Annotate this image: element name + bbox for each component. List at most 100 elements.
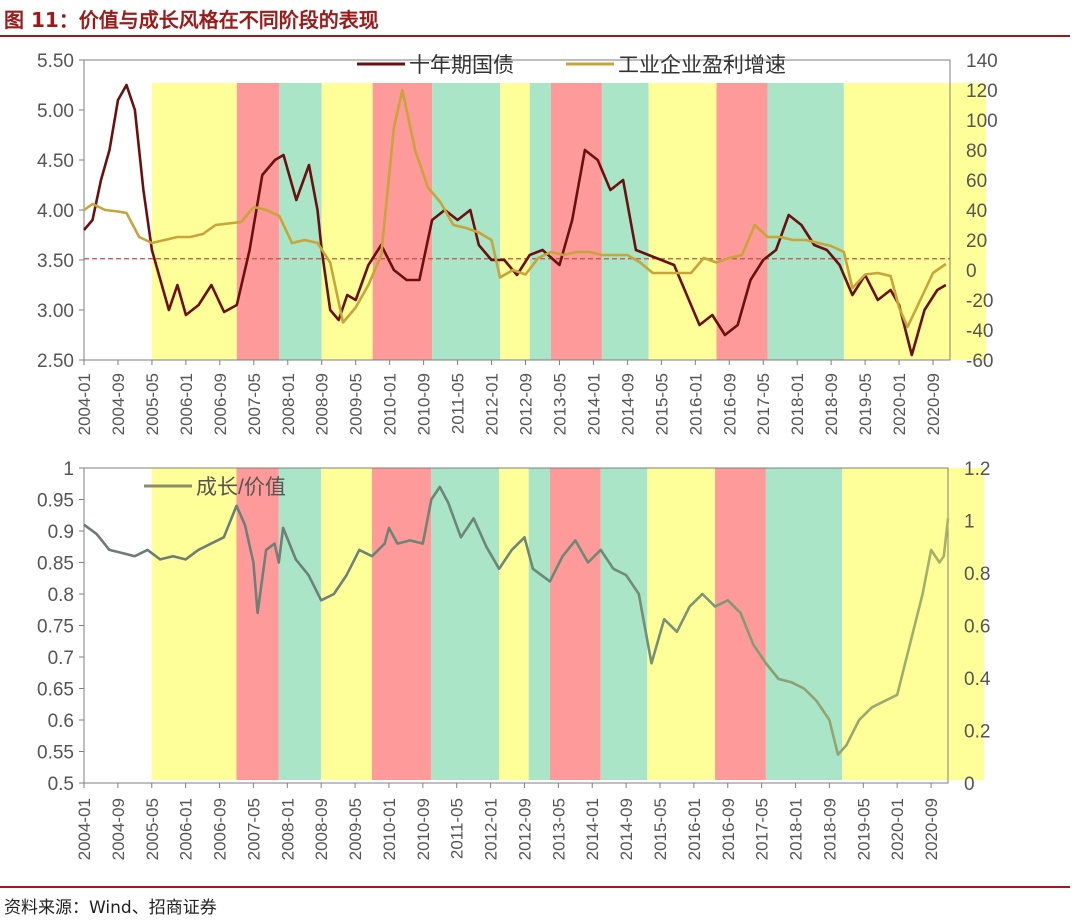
- x-tick-label: 2004-01: [75, 798, 94, 860]
- x-tick-label: 2007-05: [244, 798, 263, 860]
- x-tick-label: 2004-09: [109, 798, 128, 860]
- legend-label: 十年期国债: [409, 54, 514, 77]
- y-left-tick-label: 0.9: [48, 522, 74, 543]
- regime-band-red: [236, 83, 280, 360]
- x-tick-label: 2012-09: [515, 798, 534, 860]
- x-tick-label: 2012-01: [482, 798, 501, 860]
- x-tick-label: 2020-09: [924, 373, 943, 435]
- y-right-tick-label: 80: [966, 141, 987, 162]
- regime-band-yellow: [151, 83, 237, 360]
- x-tick-label: 2014-01: [584, 373, 603, 435]
- y-right-tick-label: 60: [966, 171, 987, 192]
- x-tick-label: 2009-05: [347, 373, 366, 435]
- x-tick-label: 2016-01: [685, 798, 704, 860]
- regime-band-green: [279, 83, 322, 360]
- x-tick-label: 2010-09: [415, 373, 434, 435]
- y-left-tick-label: 3.50: [37, 251, 74, 272]
- x-tick-label: 2006-01: [177, 373, 196, 435]
- series-line-1: [83, 485, 950, 756]
- x-tick-label: 2008-01: [279, 373, 298, 435]
- x-tick-label: 2015-05: [652, 373, 671, 435]
- series-line-2: [83, 88, 947, 329]
- x-tick-label: 2014-01: [583, 798, 602, 860]
- x-tick-label: 2017-05: [754, 373, 773, 435]
- title-rule: [0, 35, 1070, 37]
- x-tick-label: 2018-01: [788, 373, 807, 435]
- regime-band-green: [600, 468, 648, 780]
- y-right-tick-label: 40: [966, 201, 987, 222]
- charts-svg: 2.50 3.00 3.50 4.00 4.50 5.00 5.50 -60 -40 -20 0 20…: [37, 51, 998, 860]
- x-tick-label: 2008-01: [278, 798, 297, 860]
- regime-band-green: [432, 83, 501, 360]
- y-right-tick-label: 0.6: [964, 617, 990, 638]
- x-tick-label: 2009-05: [346, 798, 365, 860]
- x-tick-label: 2011-05: [448, 798, 467, 859]
- y-right-tick-label: 140: [966, 51, 998, 72]
- x-tick-label: 2014-09: [618, 373, 637, 435]
- regime-band-red: [716, 83, 768, 360]
- y-left-tick-label: 0.55: [37, 743, 74, 764]
- regime-band-red: [549, 468, 601, 780]
- x-tick-label: 2013-05: [549, 798, 568, 860]
- source-note: 资料来源：Wind、招商证券: [4, 898, 217, 918]
- x-tick-label: 2020-01: [888, 798, 907, 860]
- y-right-tick-label: 100: [966, 111, 998, 132]
- y-left-tick-label: 0.5: [48, 774, 74, 795]
- x-tick-label: 2015-05: [651, 798, 670, 860]
- y-right-tick-label: 120: [966, 81, 998, 102]
- x-tick-label: 2008-09: [312, 798, 331, 860]
- x-tick-label: 2019-05: [856, 373, 875, 435]
- y-left-tick-label: 0.7: [48, 648, 74, 669]
- x-tick-label: 2007-05: [245, 373, 264, 435]
- regime-band-red: [372, 83, 433, 360]
- x-tick-label: 2006-01: [177, 798, 196, 860]
- x-tick-label: 2010-09: [414, 798, 433, 860]
- y-left-tick-label: 0.85: [37, 554, 74, 575]
- series-line-1: [83, 83, 947, 357]
- regime-band-red: [715, 468, 766, 780]
- y-right-tick-label: 1: [964, 512, 975, 533]
- y-right-tick-label: -60: [966, 351, 993, 372]
- x-tick-label: 2013-05: [550, 373, 569, 435]
- x-tick-label: 2020-09: [922, 798, 941, 860]
- x-tick-label: 2016-09: [720, 373, 739, 435]
- x-tick-label: 2006-09: [211, 798, 230, 860]
- regime-band-green: [528, 468, 550, 780]
- regime-band-yellow: [842, 468, 984, 780]
- x-tick-label: 2010-01: [380, 798, 399, 860]
- regime-band-green: [529, 83, 551, 360]
- y-left-tick-label: 3.00: [37, 301, 74, 322]
- y-right-tick-label: -20: [966, 291, 993, 312]
- regime-band-green: [765, 468, 843, 780]
- regime-band-green: [601, 83, 649, 360]
- x-tick-label: 2018-09: [822, 373, 841, 435]
- y-left-tick-label: 4.00: [37, 201, 74, 222]
- y-right-tick-label: -40: [966, 321, 993, 342]
- x-tick-label: 2016-01: [686, 373, 705, 435]
- y-right-tick-label: 1.2: [964, 459, 990, 480]
- source-rule: [0, 886, 1070, 888]
- x-tick-label: 2004-09: [109, 373, 128, 435]
- regime-band-yellow: [321, 83, 373, 360]
- x-tick-label: 2004-01: [75, 373, 94, 435]
- regime-band-yellow: [648, 83, 717, 360]
- y-right-tick-label: 0.4: [964, 669, 991, 690]
- regime-band-red: [236, 468, 279, 780]
- regime-band-yellow: [151, 468, 237, 780]
- y-left-tick-label: 2.50: [37, 351, 74, 372]
- y-left-tick-label: 0.65: [37, 680, 74, 701]
- x-tick-label: 2008-09: [313, 373, 332, 435]
- x-tick-label: 2016-09: [719, 798, 738, 860]
- x-tick-label: 2020-01: [890, 373, 909, 435]
- y-left-tick-label: 0.6: [48, 711, 74, 732]
- legend-label: 成长/价值: [196, 476, 286, 499]
- y-right-tick-label: 0.2: [964, 722, 990, 743]
- y-left-tick-label: 5.50: [37, 51, 74, 72]
- regime-band-yellow: [499, 468, 529, 780]
- y-right-tick-label: 0: [964, 774, 975, 795]
- chart-2: 0.5 0.55 0.6 0.65 0.7 0.75 0.8 0.85 0.9 0.95 1 0 0.2…: [37, 459, 991, 860]
- figure-title: 图 11：价值与成长风格在不同阶段的表现: [4, 8, 379, 32]
- title-bar: 图 11：价值与成长风格在不同阶段的表现: [0, 0, 1080, 37]
- y-right-tick-label: 0: [966, 261, 977, 282]
- regime-band-red: [550, 83, 602, 360]
